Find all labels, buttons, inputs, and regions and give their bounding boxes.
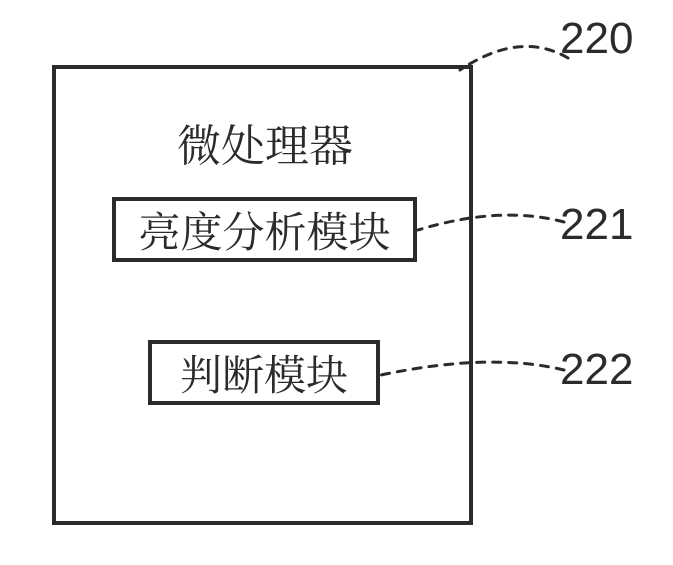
ref-220-label: 220 <box>560 14 633 64</box>
brightness-analysis-module-box: 亮度分析模块 <box>112 197 417 262</box>
ref-221-label: 221 <box>560 200 633 250</box>
brightness-analysis-module-label: 亮度分析模块 <box>138 200 390 260</box>
judgment-module-box: 判断模块 <box>148 340 380 405</box>
ref-222-label: 222 <box>560 345 633 395</box>
microprocessor-title: 微处理器 <box>150 110 380 174</box>
judgment-module-label: 判断模块 <box>180 343 348 403</box>
diagram-canvas: 微处理器 亮度分析模块 判断模块 220 221 222 <box>0 0 673 565</box>
